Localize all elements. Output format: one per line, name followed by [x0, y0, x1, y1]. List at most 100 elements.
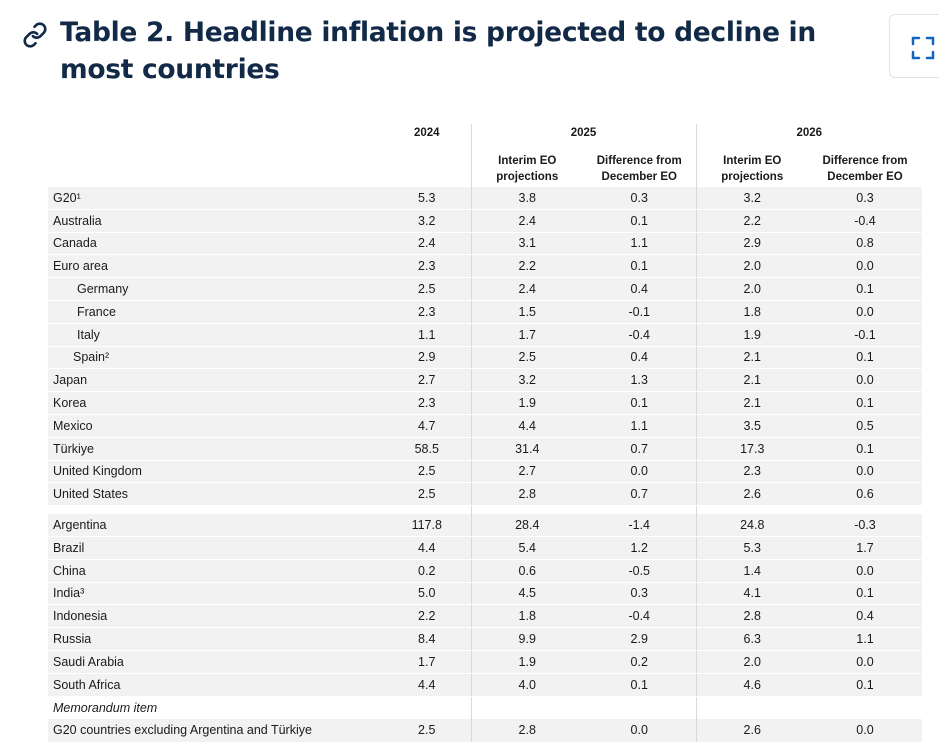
page-title: Table 2. Headline inflation is projected… — [60, 17, 816, 85]
memorandum-row: Memorandum item — [48, 695, 922, 719]
value-i2025: 1.8 — [470, 604, 583, 629]
value-i2025: 2.8 — [470, 482, 583, 507]
value-d2026: 0.0 — [808, 300, 922, 324]
value-i2025: 4.4 — [470, 414, 583, 438]
value-i2025: 2.5 — [470, 346, 583, 370]
value-v2024: 4.7 — [383, 414, 471, 438]
value-d2026: 0.0 — [808, 650, 922, 674]
value-v2024: 2.5 — [383, 277, 471, 301]
subheader-difference-2025: Difference from December EO — [596, 155, 682, 183]
table-row: Japan 2.7 3.2 1.3 2.1 0.0 — [48, 368, 922, 393]
value-i2026: 2.1 — [695, 346, 808, 370]
value-d2025: 0.0 — [583, 718, 696, 743]
value-v2024: 2.3 — [383, 300, 471, 324]
country-name: G20 countries excluding Argentina and Tü… — [48, 718, 383, 743]
value-i2025: 2.7 — [470, 460, 583, 484]
value-i2026: 2.3 — [695, 460, 808, 484]
value-i2026: 17.3 — [695, 437, 808, 461]
expand-icon — [911, 36, 935, 60]
country-name: Australia — [48, 209, 383, 233]
value-d2025: -1.4 — [583, 514, 696, 537]
link-icon[interactable] — [22, 22, 48, 48]
value-d2025: 0.1 — [583, 254, 696, 279]
country-name: Russia — [48, 627, 383, 651]
value-i2026: 4.1 — [695, 582, 808, 606]
expand-button[interactable] — [889, 14, 939, 78]
value-d2025: 1.3 — [583, 368, 696, 393]
value-d2025: -0.4 — [583, 604, 696, 629]
country-name: China — [48, 559, 383, 583]
value-i2026: 2.8 — [695, 604, 808, 629]
country-name: Türkiye — [48, 437, 383, 461]
value-v2024: 4.4 — [383, 673, 471, 697]
table-row: Australia 3.2 2.4 0.1 2.2 -0.4 — [48, 209, 922, 233]
value-i2025: 3.2 — [470, 368, 583, 393]
value-d2026: 0.1 — [808, 582, 922, 606]
value-v2024: 1.7 — [383, 650, 471, 674]
value-i2026: 2.2 — [695, 209, 808, 233]
country-name: United States — [48, 482, 383, 507]
country-name: Korea — [48, 391, 383, 415]
subheader-interim-2026: Interim EO projections — [695, 151, 808, 187]
value-d2026: 0.1 — [808, 391, 922, 415]
table-row: Türkiye 58.5 31.4 0.7 17.3 0.1 — [48, 437, 922, 461]
value-d2025: 0.4 — [583, 346, 696, 370]
value-v2024: 2.3 — [383, 254, 471, 279]
table-row: United Kingdom 2.5 2.7 0.0 2.3 0.0 — [48, 460, 922, 484]
value-i2026: 1.8 — [695, 300, 808, 324]
subheader-interim-2025: Interim EO projections — [470, 151, 583, 187]
country-name: Spain² — [48, 346, 383, 370]
value-v2024: 58.5 — [383, 437, 471, 461]
value-i2026: 3.2 — [695, 187, 808, 210]
value-i2026: 2.0 — [695, 650, 808, 674]
value-i2026: 6.3 — [695, 627, 808, 651]
country-name: United Kingdom — [48, 460, 383, 484]
memorandum-label: Memorandum item — [48, 695, 383, 719]
value-d2025: -0.1 — [583, 300, 696, 324]
table-row: France 2.3 1.5 -0.1 1.8 0.0 — [48, 300, 922, 324]
value-i2025: 31.4 — [470, 437, 583, 461]
value-i2025: 3.1 — [470, 232, 583, 256]
value-i2025: 28.4 — [470, 514, 583, 537]
value-i2026: 2.1 — [695, 391, 808, 415]
memo-data-row: G20 countries excluding Argentina and Tü… — [48, 718, 922, 743]
value-d2025: 0.4 — [583, 277, 696, 301]
year-header-2026: 2026 — [695, 124, 922, 151]
value-i2025: 1.9 — [470, 650, 583, 674]
country-name: Italy — [48, 323, 383, 347]
value-i2026: 4.6 — [695, 673, 808, 697]
value-i2025: 9.9 — [470, 627, 583, 651]
country-name: Japan — [48, 368, 383, 393]
value-d2026: -0.4 — [808, 209, 922, 233]
value-i2026: 2.9 — [695, 232, 808, 256]
value-v2024: 2.9 — [383, 346, 471, 370]
country-name: Brazil — [48, 536, 383, 560]
value-d2026: 0.0 — [808, 718, 922, 743]
table-row: Korea 2.3 1.9 0.1 2.1 0.1 — [48, 391, 922, 415]
value-v2024: 2.5 — [383, 718, 471, 743]
value-d2026: 0.4 — [808, 604, 922, 629]
value-i2026: 2.0 — [695, 254, 808, 279]
country-name: Euro area — [48, 254, 383, 279]
value-d2026: 0.0 — [808, 460, 922, 484]
value-i2026: 24.8 — [695, 514, 808, 537]
value-i2025: 5.4 — [470, 536, 583, 560]
country-name: Saudi Arabia — [48, 650, 383, 674]
table-row: Italy 1.1 1.7 -0.4 1.9 -0.1 — [48, 323, 922, 347]
value-v2024: 5.3 — [383, 187, 471, 210]
value-i2026: 2.0 — [695, 277, 808, 301]
table-row: Euro area 2.3 2.2 0.1 2.0 0.0 — [48, 254, 922, 279]
value-d2026: 0.0 — [808, 368, 922, 393]
value-d2026: 0.0 — [808, 559, 922, 583]
value-i2025: 2.8 — [470, 718, 583, 743]
value-v2024: 2.2 — [383, 604, 471, 629]
value-d2026: 1.1 — [808, 627, 922, 651]
value-d2026: 0.1 — [808, 673, 922, 697]
table-row: Saudi Arabia 1.7 1.9 0.2 2.0 0.0 — [48, 650, 922, 674]
value-i2026: 2.6 — [695, 718, 808, 743]
table-row: China 0.2 0.6 -0.5 1.4 0.0 — [48, 559, 922, 583]
value-d2026: 0.5 — [808, 414, 922, 438]
country-name: Argentina — [48, 514, 383, 537]
value-v2024: 1.1 — [383, 323, 471, 347]
value-d2026: 0.8 — [808, 232, 922, 256]
